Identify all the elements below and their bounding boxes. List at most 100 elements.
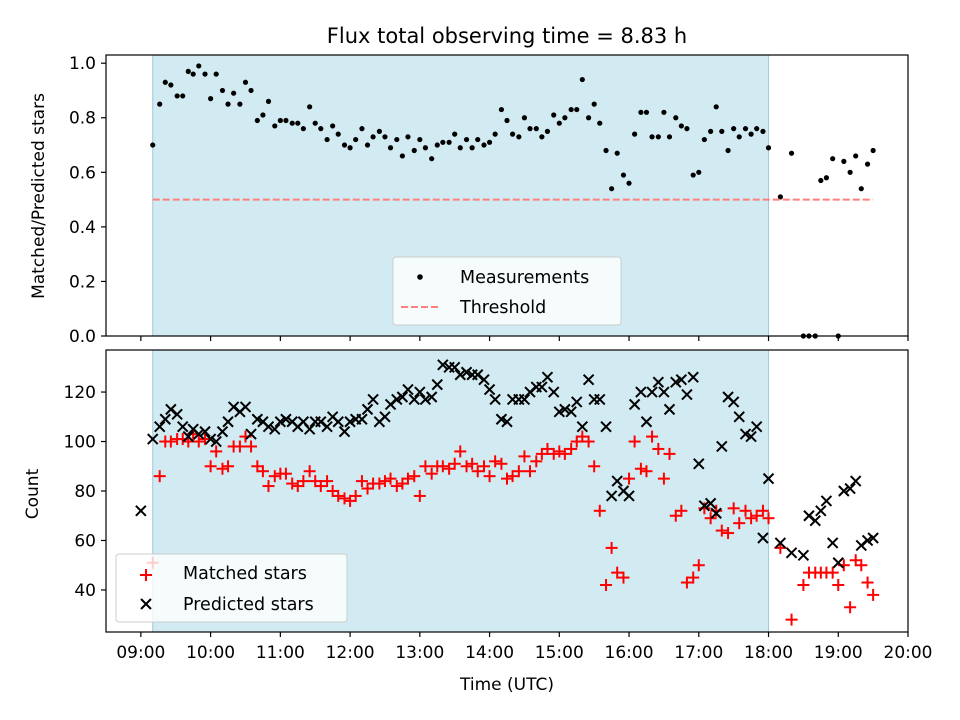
predicted-marker-b <box>675 373 688 386</box>
top-y-tick-label: 0.0 <box>69 327 96 347</box>
matched-star-point <box>303 465 316 478</box>
predicted-marker-b <box>147 433 159 445</box>
matched-star-point <box>210 445 223 458</box>
measurement-point <box>684 126 690 132</box>
measurement-point <box>788 150 795 156</box>
predicted-star-point <box>815 505 827 517</box>
top-y-tick-label: 1.0 <box>69 54 96 74</box>
ratio-plot-layer <box>150 63 876 339</box>
predicted-star-point <box>757 532 769 544</box>
predicted-star-point <box>710 507 722 519</box>
matched-star-point <box>855 559 868 572</box>
matched-star-point <box>245 440 258 453</box>
measurement-point <box>417 136 423 143</box>
measurement-point <box>626 180 632 186</box>
predicted-star-point <box>454 369 466 381</box>
predicted-marker-b <box>303 423 316 435</box>
x-tick-label: 09:00 <box>116 643 165 663</box>
predicted-marker-b <box>177 420 189 433</box>
predicted-star-point <box>193 428 205 440</box>
matched-star-point <box>675 504 688 517</box>
matched-star-point <box>378 475 391 488</box>
measurement-point <box>864 161 871 167</box>
measurement-point <box>283 117 289 124</box>
matched-star-point <box>222 460 235 473</box>
measurement-point <box>661 109 667 115</box>
measurement-point <box>318 126 324 132</box>
matched-star-point <box>588 460 601 473</box>
predicted-stars-legend-label: Predicted stars <box>183 595 314 615</box>
predicted-marker-b <box>379 411 391 423</box>
predicted-star-point <box>501 416 513 428</box>
x-tick-label: 13:00 <box>395 643 444 663</box>
predicted-marker-b <box>623 490 635 502</box>
predicted-star-point <box>437 359 449 371</box>
measurement-point <box>556 120 562 126</box>
measurement-point <box>353 136 359 143</box>
measurement-point <box>469 145 475 151</box>
predicted-marker-b <box>193 428 205 440</box>
predicted-star-point <box>571 396 583 408</box>
predicted-stars-legend-marker <box>140 598 152 610</box>
predicted-star-point <box>628 398 641 411</box>
predicted-star-point <box>431 378 443 391</box>
matched-star-point <box>477 460 490 473</box>
predicted-star-point <box>402 383 414 396</box>
predicted-marker-b <box>838 485 850 497</box>
predicted-marker-b <box>646 386 658 398</box>
measurement-point <box>174 93 180 99</box>
predicted-star-point <box>867 532 879 544</box>
predicted-star-point <box>425 391 438 403</box>
x-tick-label: 12:00 <box>326 643 375 663</box>
predicted-marker-b <box>844 482 856 495</box>
x-tick-label: 15:00 <box>535 643 584 663</box>
measurement-point <box>208 96 214 102</box>
measurement-point <box>777 194 783 200</box>
matched-star-point <box>715 524 728 537</box>
matched-star-point <box>739 504 752 517</box>
measurement-point <box>858 186 864 192</box>
matched-star-point <box>663 447 676 460</box>
predicted-marker-b <box>757 532 769 544</box>
x-tick-label: 17:00 <box>674 643 723 663</box>
matched-star-point <box>153 470 166 483</box>
predicted-star-point <box>216 425 229 438</box>
predicted-marker-b <box>797 549 810 562</box>
matched-star-point <box>623 472 636 485</box>
matched-star-point <box>518 450 531 463</box>
matched-star-point <box>471 465 484 478</box>
predicted-star-point <box>838 485 850 497</box>
measurement-point <box>312 120 318 126</box>
measurement-point <box>841 158 847 164</box>
measurement-point <box>521 115 528 121</box>
predicted-marker-b <box>454 369 466 381</box>
predicted-marker-b <box>565 406 577 418</box>
measurement-point <box>452 131 458 137</box>
measurement-point <box>597 120 603 126</box>
measurement-point <box>330 123 336 129</box>
bot-y-tick-label: 40 <box>74 581 96 601</box>
matched-star-point <box>745 512 758 525</box>
predicted-marker-b <box>153 420 166 433</box>
matched-star-point <box>634 462 647 475</box>
predicted-marker-b <box>536 381 548 393</box>
matched-star-point <box>501 472 513 485</box>
matched-star-point <box>164 435 177 448</box>
predicted-star-point <box>199 425 211 438</box>
predicted-marker-b <box>489 393 501 406</box>
matched-star-point <box>384 472 397 485</box>
predicted-marker-b <box>716 440 728 453</box>
matched-star-point <box>582 435 595 448</box>
predicted-marker-b <box>495 413 508 425</box>
matched-star-point <box>297 475 310 488</box>
predicted-marker-b <box>803 510 815 522</box>
matched-star-point <box>355 475 368 488</box>
predicted-star-point <box>704 497 717 510</box>
count-legend-box <box>115 553 348 623</box>
predicted-marker-b <box>419 393 432 406</box>
predicted-star-point <box>338 425 351 438</box>
predicted-star-point <box>635 386 647 398</box>
matched-star-point <box>756 504 769 517</box>
predicted-marker-b <box>269 423 281 435</box>
measurement-point <box>853 153 859 159</box>
